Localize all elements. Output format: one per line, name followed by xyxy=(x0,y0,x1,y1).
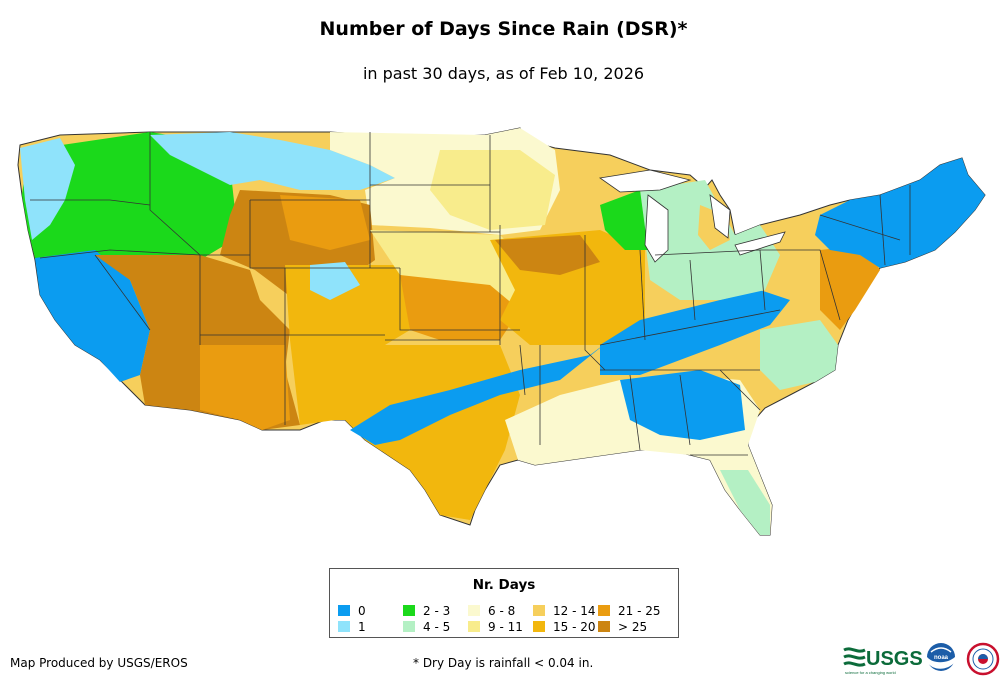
region-northwest-green xyxy=(22,132,235,262)
legend-item: 15 - 20 xyxy=(533,620,596,634)
usgs-tagline: science for a changing world xyxy=(845,670,896,675)
region-texas-blue-band xyxy=(350,340,610,445)
state-boundaries xyxy=(30,132,911,456)
legend-item: 2 - 3 xyxy=(403,604,450,618)
legend-label: 21 - 25 xyxy=(618,604,661,618)
legend-label: 12 - 14 xyxy=(553,604,596,618)
dry-day-footnote: * Dry Day is rainfall < 0.04 in. xyxy=(413,656,594,670)
region-kansas-brown xyxy=(400,275,520,340)
region-dakotas-yellow xyxy=(430,150,555,230)
legend-swatch xyxy=(468,605,480,616)
legend-item: > 25 xyxy=(598,620,647,634)
legend-swatch xyxy=(338,621,350,632)
region-colorado-lightblue xyxy=(310,262,360,300)
noaa-wordmark: noaa xyxy=(934,655,949,661)
legend-label: 0 xyxy=(358,604,366,618)
lake-superior xyxy=(598,169,692,193)
legend-item: 4 - 5 xyxy=(403,620,450,634)
legend-label: 1 xyxy=(358,620,366,634)
agency-logos: USGS science for a changing world noaa xyxy=(843,642,1000,676)
region-arizona-orange xyxy=(200,345,290,430)
noaa-logo: noaa xyxy=(927,643,955,671)
region-idaho-montana-lightblue xyxy=(150,132,395,190)
region-tennessee-blue xyxy=(600,290,790,375)
lake-huron xyxy=(709,194,731,239)
region-deepsouth-blue xyxy=(620,370,745,440)
legend-label: 6 - 8 xyxy=(488,604,516,618)
legend-label: 4 - 5 xyxy=(423,620,451,634)
region-wa-coast-lightblue xyxy=(20,138,75,240)
legend-swatch xyxy=(403,621,415,632)
lake-michigan xyxy=(644,194,669,263)
map-subtitle: in past 30 days, as of Feb 10, 2026 xyxy=(362,64,645,83)
region-wisconsin-green xyxy=(600,190,648,250)
usgs-wordmark: USGS xyxy=(866,648,923,670)
legend-label: > 25 xyxy=(618,620,648,634)
legend-title: Nr. Days xyxy=(472,577,536,593)
legend-swatch xyxy=(598,621,610,632)
legend-swatch xyxy=(533,621,545,632)
legend-swatch xyxy=(403,605,415,616)
region-northeast-blue xyxy=(815,158,985,268)
producer-credit: Map Produced by USGS/EROS xyxy=(10,656,188,670)
legend-item: 1 xyxy=(338,620,366,634)
usgs-logo: USGS science for a changing world xyxy=(843,647,923,675)
lake-erie xyxy=(734,231,786,256)
legend-swatch xyxy=(533,605,545,616)
legend-item: 9 - 11 xyxy=(468,620,523,634)
legend-item: 21 - 25 xyxy=(598,604,661,618)
map-title: Number of Days Since Rain (DSR)* xyxy=(319,18,688,40)
legend-swatch xyxy=(598,605,610,616)
legend-item: 0 xyxy=(338,604,366,618)
legend-label: 15 - 20 xyxy=(553,620,596,634)
region-wyoming-orange xyxy=(280,195,370,250)
region-california-blue xyxy=(35,250,150,382)
region-carolinas-mint xyxy=(760,320,838,390)
legend-label: 2 - 3 xyxy=(423,604,451,618)
legend-item: 6 - 8 xyxy=(468,604,515,618)
legend-swatch xyxy=(468,621,480,632)
legend-box: Nr. Days 0 1 2 - 3 4 - 5 6 - 8 9 - 11 12 - 14 1… xyxy=(329,568,679,638)
us-dsr-map xyxy=(17,127,986,536)
region-florida-mint xyxy=(720,470,770,535)
legend-label: 9 - 11 xyxy=(488,620,523,634)
region-iowa-brown xyxy=(495,235,600,275)
legend-swatch xyxy=(338,605,350,616)
region-colorado-newmexico xyxy=(285,265,410,425)
nws-logo-icon xyxy=(966,642,1000,676)
region-atlantic-orange xyxy=(820,245,880,330)
legend-item: 12 - 14 xyxy=(533,604,596,618)
